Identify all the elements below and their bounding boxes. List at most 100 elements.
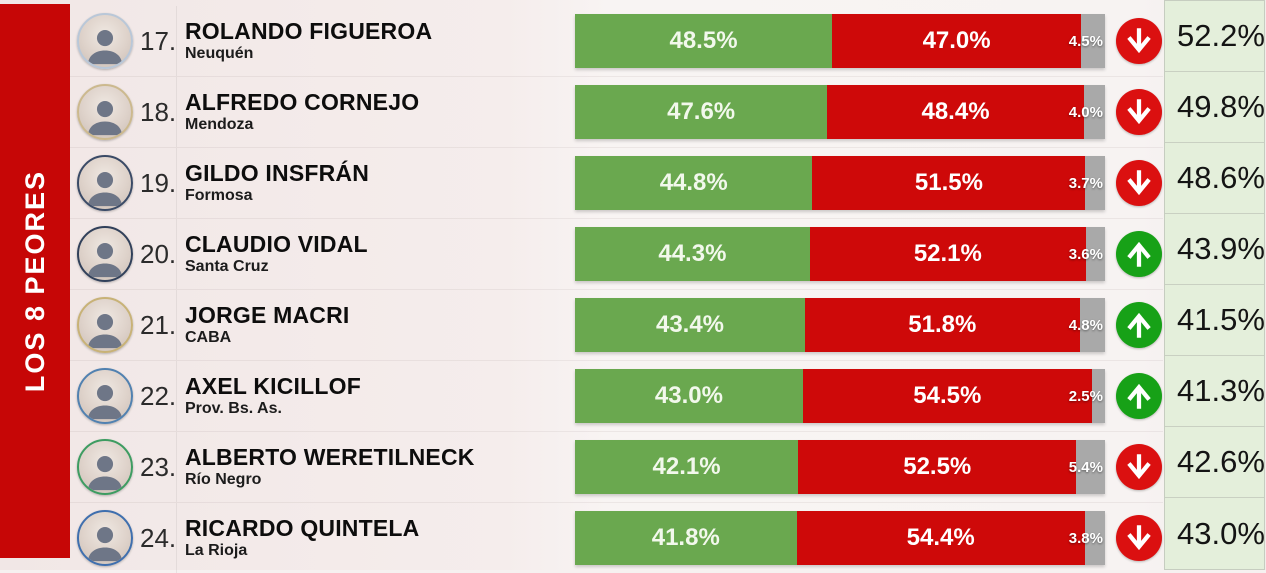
bar-cell: 41.8% 54.4% 3.8% <box>570 503 1110 573</box>
bar-segment-undecided <box>1085 227 1105 281</box>
negative-percentage-label: 48.4% <box>921 98 990 125</box>
ranking-row: 18. ALFREDO CORNEJO Mendoza 47.6% 48.4% … <box>70 77 1163 148</box>
undecided-percentage-label: 5.4% <box>1068 458 1103 476</box>
stacked-bar: 44.3% 52.1% 3.6% <box>575 227 1105 281</box>
negative-percentage-label: 51.5% <box>914 169 983 196</box>
name-cell: RICARDO QUINTELA La Rioja <box>176 503 570 573</box>
undecided-percentage-label: 3.8% <box>1068 529 1103 547</box>
trend-arrow-icon <box>1116 373 1162 419</box>
person-silhouette-icon <box>88 243 122 278</box>
rank-number: 24. <box>140 522 177 553</box>
governor-region: Río Negro <box>185 470 262 488</box>
stacked-bar: 43.4% 51.8% 4.8% <box>575 298 1105 352</box>
governor-region: Mendoza <box>185 115 254 133</box>
avatar-cell <box>70 510 140 566</box>
bar-segment-positive: 44.3% <box>575 227 810 281</box>
bar-segment-undecided <box>1085 156 1105 210</box>
bar-segment-undecided <box>1083 85 1105 139</box>
bar-segment-negative: 52.1% <box>809 227 1086 281</box>
result-percentage: 42.6% <box>1177 444 1265 479</box>
result-percentage: 52.2% <box>1177 18 1265 53</box>
trend-cell <box>1110 219 1163 289</box>
stacked-bar: 47.6% 48.4% 4.0% <box>575 85 1105 139</box>
positive-percentage-label: 43.4% <box>655 311 725 338</box>
rank-number: 21. <box>140 309 177 340</box>
stacked-bar: 41.8% 54.4% 3.8% <box>575 511 1105 565</box>
governor-region: Formosa <box>185 186 253 204</box>
result-percentage: 41.5% <box>1177 302 1265 337</box>
undecided-percentage-label: 4.5% <box>1068 32 1103 50</box>
positive-percentage-label: 48.5% <box>669 27 738 54</box>
rank-cell: 20. <box>140 239 176 270</box>
positive-percentage-label: 44.8% <box>659 169 728 196</box>
avatar <box>77 84 133 140</box>
positive-percentage-label: 47.6% <box>667 98 736 125</box>
trend-cell <box>1110 361 1163 431</box>
bar-segment-undecided <box>1091 369 1105 423</box>
bar-segment-negative: 48.4% <box>827 85 1084 139</box>
ranking-list: 17. ROLANDO FIGUEROA Neuquén 48.5% 47.0%… <box>70 6 1163 573</box>
avatar-cell <box>70 226 140 282</box>
stacked-bar: 42.1% 52.5% 5.4% <box>575 440 1105 494</box>
ranking-row: 22. AXEL KICILLOF Prov. Bs. As. 43.0% 54… <box>70 361 1163 432</box>
negative-percentage-label: 51.8% <box>908 311 977 338</box>
avatar <box>77 510 133 566</box>
ranking-row: 19. GILDO INSFRÁN Formosa 44.8% 51.5% 3.… <box>70 148 1163 219</box>
avatar-cell <box>70 297 140 353</box>
trend-arrow-icon <box>1116 515 1162 561</box>
rank-cell: 24. <box>140 523 176 554</box>
positive-percentage-label: 43.0% <box>654 382 723 409</box>
bar-segment-positive: 47.6% <box>575 85 828 139</box>
avatar <box>77 226 133 282</box>
avatar-cell <box>70 368 140 424</box>
positive-percentage-label: 44.3% <box>658 240 727 267</box>
stacked-bar: 43.0% 54.5% 2.5% <box>575 369 1105 423</box>
result-cell: 52.2% <box>1165 1 1265 72</box>
rank-number: 20. <box>140 238 177 269</box>
trend-arrow-icon <box>1116 18 1162 64</box>
bar-segment-undecided <box>1081 14 1105 68</box>
rank-number: 18. <box>140 96 177 127</box>
bar-cell: 42.1% 52.5% 5.4% <box>570 432 1110 502</box>
name-cell: CLAUDIO VIDAL Santa Cruz <box>176 219 570 289</box>
trend-cell <box>1110 290 1163 360</box>
bar-cell: 43.0% 54.5% 2.5% <box>570 361 1110 431</box>
bar-segment-positive: 43.0% <box>575 369 803 423</box>
governor-name: CLAUDIO VIDAL <box>185 231 368 258</box>
person-silhouette-icon <box>88 456 122 491</box>
name-cell: JORGE MACRI CABA <box>176 290 570 360</box>
bar-segment-negative: 51.8% <box>805 298 1080 352</box>
bar-cell: 44.3% 52.1% 3.6% <box>570 219 1110 289</box>
governor-name: RICARDO QUINTELA <box>185 515 420 542</box>
result-percentage: 48.6% <box>1177 160 1265 195</box>
rank-cell: 23. <box>140 452 176 483</box>
governor-region: Neuquén <box>185 44 254 62</box>
name-cell: ROLANDO FIGUEROA Neuquén <box>176 6 570 76</box>
governor-name: AXEL KICILLOF <box>185 373 361 400</box>
result-cell: 41.5% <box>1165 285 1265 356</box>
bar-segment-negative: 51.5% <box>812 156 1086 210</box>
bar-cell: 47.6% 48.4% 4.0% <box>570 77 1110 147</box>
undecided-percentage-label: 2.5% <box>1068 387 1103 405</box>
negative-percentage-label: 54.5% <box>913 382 982 409</box>
result-cell: 42.6% <box>1165 427 1265 498</box>
category-banner-label: LOS 8 PEORES <box>19 169 50 393</box>
trend-cell <box>1110 77 1163 147</box>
avatar <box>77 13 133 69</box>
undecided-percentage-label: 4.8% <box>1068 316 1103 334</box>
rank-number: 23. <box>140 451 177 482</box>
negative-percentage-label: 52.1% <box>913 240 982 267</box>
ranking-row: 20. CLAUDIO VIDAL Santa Cruz 44.3% 52.1%… <box>70 219 1163 290</box>
stacked-bar: 44.8% 51.5% 3.7% <box>575 156 1105 210</box>
governor-name: JORGE MACRI <box>185 302 350 329</box>
governor-name: ROLANDO FIGUEROA <box>185 18 433 45</box>
result-percentage: 43.9% <box>1177 231 1265 266</box>
rank-cell: 21. <box>140 310 176 341</box>
ranking-row: 17. ROLANDO FIGUEROA Neuquén 48.5% 47.0%… <box>70 6 1163 77</box>
rank-cell: 22. <box>140 381 176 412</box>
negative-percentage-label: 54.4% <box>906 524 975 551</box>
negative-percentage-label: 47.0% <box>922 27 991 54</box>
person-silhouette-icon <box>88 385 122 420</box>
undecided-percentage-label: 3.6% <box>1068 245 1103 263</box>
